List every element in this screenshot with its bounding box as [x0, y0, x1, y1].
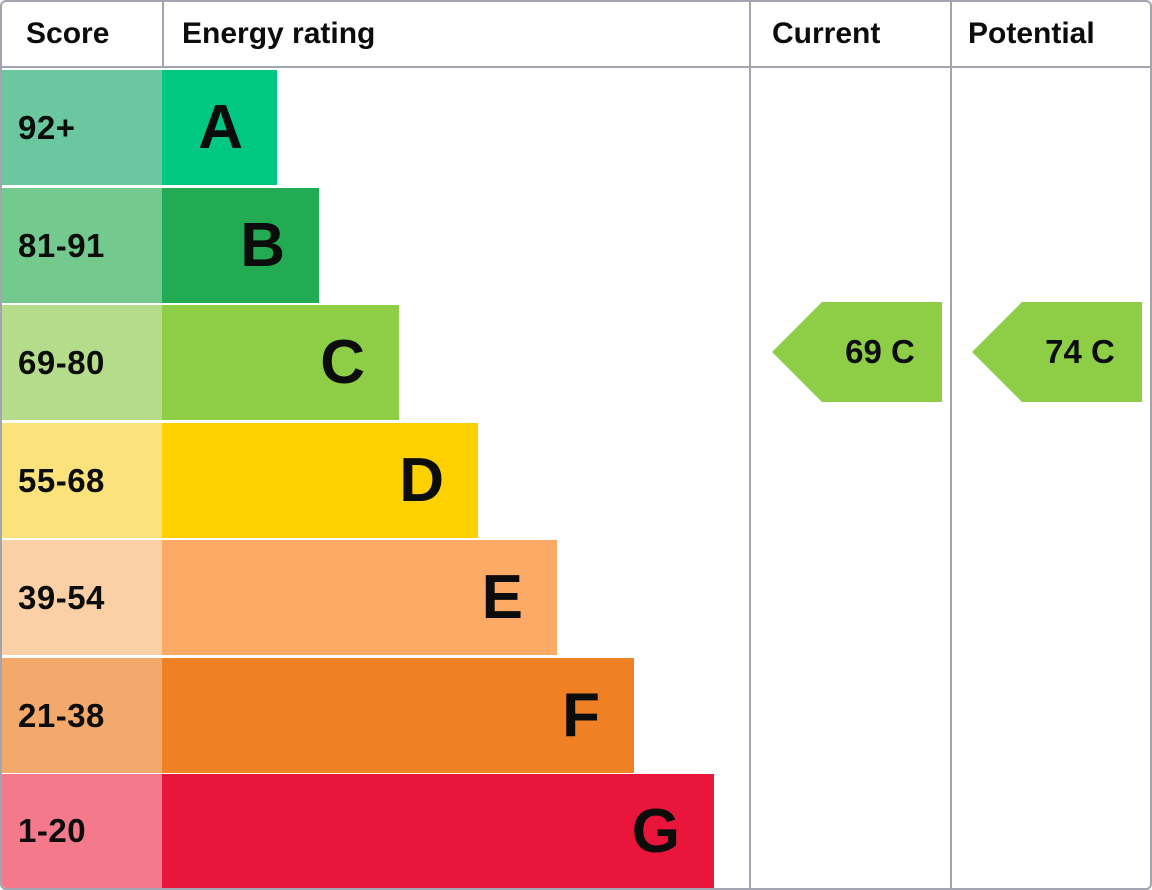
- rating-bar-c: C: [162, 305, 399, 420]
- potential-column-header: Potential: [968, 17, 1095, 50]
- header-divider-line: [2, 66, 1150, 68]
- rating-bar-a: A: [162, 70, 277, 185]
- score-range-cell: 92+: [2, 70, 162, 185]
- band-row-d: 55-68 D: [2, 423, 750, 538]
- current-column-header: Current: [772, 17, 881, 50]
- current-column-divider: [749, 2, 751, 888]
- current-rating-value: 69 C: [845, 333, 915, 370]
- band-row-b: 81-91 B: [2, 188, 750, 303]
- band-row-g: 1-20 G: [2, 774, 750, 888]
- rating-bar-b: B: [162, 188, 319, 303]
- potential-rating-value: 74 C: [1045, 333, 1115, 370]
- band-row-e: 39-54 E: [2, 540, 750, 655]
- energy-rating-column-header: Energy rating: [182, 17, 376, 50]
- score-range-cell: 1-20: [2, 774, 162, 888]
- potential-rating-arrow: 74 C: [972, 302, 1142, 402]
- score-column-header: Score: [26, 17, 110, 50]
- score-range-cell: 21-38: [2, 658, 162, 773]
- rating-bar-e: E: [162, 540, 557, 655]
- band-row-a: 92+ A: [2, 70, 750, 185]
- score-range-cell: 39-54: [2, 540, 162, 655]
- rating-bar-d: D: [162, 423, 478, 538]
- band-row-c: 69-80 C: [2, 305, 750, 420]
- band-row-f: 21-38 F: [2, 658, 750, 773]
- score-range-cell: 55-68: [2, 423, 162, 538]
- rating-bar-f: F: [162, 658, 634, 773]
- score-range-cell: 69-80: [2, 305, 162, 420]
- rating-bar-g: G: [162, 774, 714, 888]
- current-rating-arrow: 69 C: [772, 302, 942, 402]
- potential-column-divider: [950, 2, 952, 888]
- score-column-divider: [162, 2, 164, 66]
- score-range-cell: 81-91: [2, 188, 162, 303]
